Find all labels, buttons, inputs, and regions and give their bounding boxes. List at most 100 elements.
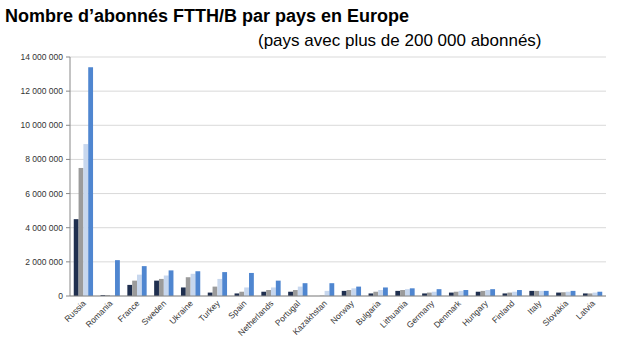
tick-mark <box>66 261 70 262</box>
grid-line <box>70 227 606 228</box>
bar <box>329 283 334 296</box>
bar <box>325 291 330 296</box>
bar <box>276 281 281 296</box>
tick-mark <box>66 227 70 228</box>
bar <box>534 291 539 296</box>
bar <box>159 279 164 296</box>
tick-label: 10 000 000 <box>20 120 63 130</box>
bar <box>405 289 410 296</box>
bar <box>303 283 308 296</box>
tick-mark <box>66 91 70 92</box>
bar <box>83 144 88 296</box>
bar <box>593 293 598 296</box>
category-label: Denmark <box>432 298 464 330</box>
tick-label: 0 <box>58 291 63 301</box>
bar <box>298 287 303 296</box>
bar <box>347 290 352 296</box>
x-axis <box>70 296 606 297</box>
bar <box>154 281 159 296</box>
bar <box>539 291 544 296</box>
bar <box>485 290 490 296</box>
bar <box>566 292 571 296</box>
category-label: Ukraine <box>167 298 195 326</box>
category-label: Hungary <box>460 298 490 328</box>
category-label: Germany <box>404 298 436 330</box>
bar <box>249 273 254 296</box>
bar <box>127 285 132 296</box>
bar <box>195 271 200 296</box>
bar <box>208 293 213 296</box>
category-label: Latvia <box>574 298 597 321</box>
bar <box>463 290 468 296</box>
bar <box>266 290 271 296</box>
grid-line <box>70 159 606 160</box>
bar <box>169 270 174 296</box>
bar <box>437 289 442 296</box>
bar <box>115 260 120 296</box>
category-label: Lithuania <box>378 298 410 330</box>
grid-line <box>70 261 606 262</box>
bar <box>191 274 196 296</box>
chart: Nombre d’abonnés FTTH/B par pays en Euro… <box>0 0 620 350</box>
grid-line <box>70 91 606 92</box>
tick-label: 12 000 000 <box>20 86 63 96</box>
bar <box>556 293 561 296</box>
bar <box>293 290 298 296</box>
bar <box>213 287 218 296</box>
bar <box>239 292 244 296</box>
bar <box>481 291 486 296</box>
bar <box>571 291 576 296</box>
bar <box>244 287 249 296</box>
tick-label: 4 000 000 <box>25 223 63 233</box>
bar <box>288 292 293 296</box>
bar <box>261 292 266 296</box>
grid-line <box>70 193 606 194</box>
category-label: Finland <box>490 298 517 325</box>
tick-mark <box>66 193 70 194</box>
bar <box>74 219 79 296</box>
category-label: Romania <box>83 298 114 329</box>
bars <box>74 67 602 296</box>
bar <box>378 290 383 296</box>
tick-label: 14 000 000 <box>20 52 63 62</box>
bar <box>507 293 512 296</box>
bar <box>459 291 464 296</box>
tick-label: 8 000 000 <box>25 154 63 164</box>
bar <box>395 291 400 296</box>
bar <box>544 291 549 296</box>
bar <box>427 293 432 296</box>
bar <box>561 292 566 296</box>
bar <box>186 277 191 296</box>
grid-line <box>70 296 606 297</box>
category-label: Slovakia <box>540 298 570 328</box>
bar <box>271 287 276 296</box>
title: Nombre d’abonnés FTTH/B par pays en Euro… <box>5 6 409 26</box>
bar <box>351 288 356 296</box>
grid-line <box>70 57 606 58</box>
bar <box>222 272 227 296</box>
category-label: Kazakhstan <box>291 298 330 337</box>
category-label: Spain <box>226 298 249 321</box>
bar <box>400 290 405 296</box>
subtitle: (pays avec plus de 200 000 abonnés) <box>258 31 542 50</box>
category-label: France <box>116 298 142 324</box>
bar <box>383 287 388 296</box>
bar <box>410 288 415 296</box>
bar <box>432 292 437 296</box>
tick-mark <box>66 159 70 160</box>
bar <box>164 276 169 296</box>
category-label: Norway <box>328 298 356 326</box>
bar <box>132 281 137 296</box>
bar <box>137 275 142 296</box>
bar <box>181 287 186 296</box>
bar <box>342 291 347 296</box>
bar <box>512 292 517 296</box>
category-label: Italy <box>525 298 544 317</box>
bar <box>454 292 459 296</box>
tick-mark <box>66 125 70 126</box>
tick-mark <box>66 296 70 297</box>
bar <box>356 287 361 296</box>
bar <box>142 266 147 296</box>
bar <box>517 290 522 296</box>
bar <box>597 292 602 296</box>
